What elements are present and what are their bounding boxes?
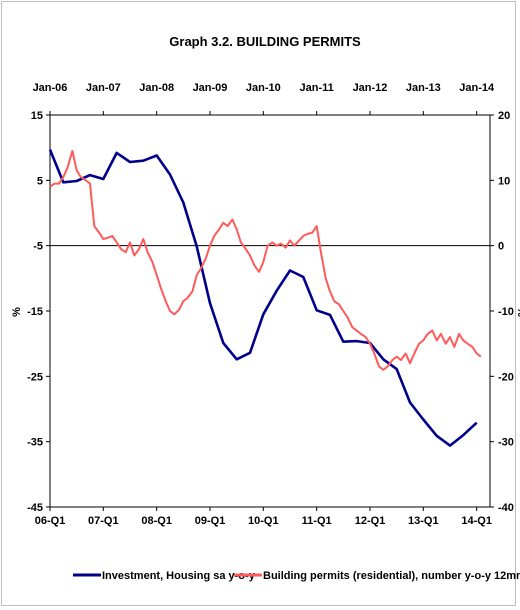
left-tick-label: -35 (27, 437, 43, 449)
bottom-tick-label: 12-Q1 (355, 515, 386, 527)
bottom-tick-label: 14-Q1 (461, 515, 492, 527)
right-tick-label: -30 (498, 437, 514, 449)
bottom-tick-label: 10-Q1 (248, 515, 279, 527)
top-tick-label: Jan-07 (86, 82, 121, 94)
left-axis-label: % (11, 307, 23, 317)
right-tick-label: -20 (498, 371, 514, 383)
legend-label-permits: Building permits (residential), number y… (263, 570, 520, 582)
top-tick-label: Jan-13 (406, 82, 441, 94)
right-tick-label: 0 (498, 241, 504, 253)
top-tick-label: Jan-11 (300, 82, 334, 94)
legend: Investment, Housing sa y-o-y Building pe… (73, 570, 520, 582)
series-line-permits (49, 149, 482, 371)
top-tick-label: Jan-12 (353, 82, 388, 94)
top-tick-label: Jan-06 (33, 82, 68, 94)
legend-label-investment: Investment, Housing sa y-o-y (102, 570, 256, 582)
left-tick-label: -45 (27, 502, 43, 514)
top-tick-label: Jan-10 (246, 82, 281, 94)
bottom-tick-label: 06-Q1 (35, 515, 66, 527)
left-tick-label: -25 (27, 371, 43, 383)
bottom-tick-label: 13-Q1 (408, 515, 439, 527)
right-tick-label: -10 (498, 306, 514, 318)
chart-title: Graph 3.2. BUILDING PERMITS (169, 34, 361, 49)
bottom-tick-label: 07-Q1 (88, 515, 119, 527)
axes: 15 5 -5 -15 -25 -35 -45 20 10 0 -10 -20 -30 -40 06-Q1 0… (27, 110, 514, 527)
left-tick-label: -5 (33, 241, 43, 253)
right-axis-label: % (515, 307, 520, 317)
right-tick-label: 20 (498, 110, 510, 122)
series-line-investment (48, 149, 478, 447)
bottom-tick-label: 08-Q1 (141, 515, 172, 527)
left-tick-label: 15 (31, 110, 43, 122)
top-tick-label: Jan-14 (459, 82, 495, 94)
series-layer (48, 149, 482, 447)
left-tick-label: 5 (37, 175, 43, 187)
bottom-tick-label: 11-Q1 (302, 515, 332, 527)
right-tick-label: 10 (498, 175, 510, 187)
right-tick-label: -40 (498, 502, 514, 514)
top-tick-label: Jan-09 (193, 82, 228, 94)
top-tick-label: Jan-08 (139, 82, 174, 94)
left-tick-label: -15 (27, 306, 43, 318)
bottom-tick-label: 09-Q1 (195, 515, 226, 527)
top-axis: Jan-06 Jan-07 Jan-08 Jan-09 Jan-10 Jan-11 Jan-… (33, 82, 495, 115)
